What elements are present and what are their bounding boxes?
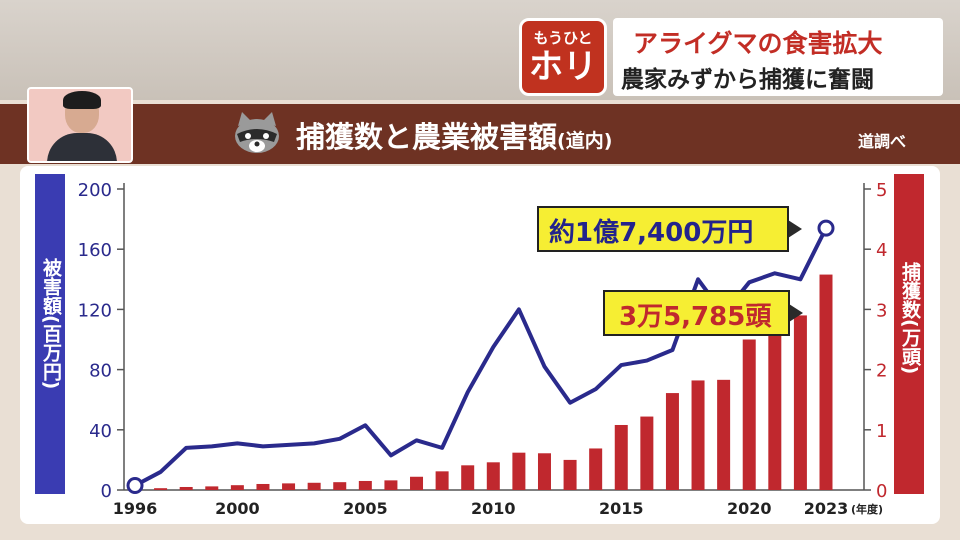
right-axis-label: 捕獲数(万頭)	[899, 262, 921, 375]
capture-bar	[768, 330, 782, 490]
capture-bar	[793, 315, 807, 490]
capture-bar	[819, 274, 833, 490]
x-tick-label: 1996	[113, 499, 158, 518]
x-tick-label: 2023	[804, 499, 849, 518]
damage-start-point	[126, 476, 144, 494]
right-axis-bar	[894, 174, 924, 494]
capture-bar	[307, 482, 321, 490]
capture-bar	[691, 380, 705, 490]
right-tick-label: 1	[876, 421, 887, 442]
x-tick-label: 2020	[727, 499, 772, 518]
headline-line2: 農家みずから捕獲に奮闘	[621, 67, 874, 93]
chart-title: 捕獲数と農業被害額(道内)	[296, 114, 612, 156]
left-tick-label: 80	[89, 361, 112, 382]
program-logo: もうひと ホリ	[519, 18, 607, 96]
left-tick-label: 120	[78, 300, 112, 321]
x-tick-label: 2015	[599, 499, 644, 518]
callout-captures-arrow	[789, 304, 803, 322]
presenter-inset	[27, 87, 133, 163]
capture-bar	[358, 480, 372, 490]
callout-damage-arrow	[788, 220, 802, 238]
source-label: 道調べ	[858, 132, 907, 151]
left-axis-bar	[35, 174, 65, 494]
capture-bar	[230, 485, 244, 490]
capture-bar	[614, 424, 628, 490]
headline-box: アライグマの食害拡大 農家みずから捕獲に奮闘	[613, 18, 943, 96]
chart-title-sub: (道内)	[557, 130, 613, 152]
capture-bar	[461, 465, 475, 490]
capture-bar	[333, 482, 347, 490]
right-tick-label: 3	[876, 300, 887, 321]
left-tick-label: 200	[78, 180, 112, 201]
capture-bar	[665, 393, 679, 490]
left-tick-label: 40	[89, 421, 112, 442]
capture-bar	[205, 486, 219, 490]
capture-bar	[589, 448, 603, 490]
right-tick-label: 5	[876, 180, 887, 201]
capture-bar	[537, 453, 551, 490]
right-tick-label: 4	[876, 240, 887, 261]
left-tick-label: 160	[78, 240, 112, 261]
capture-bar	[486, 462, 500, 490]
right-tick-label: 0	[876, 481, 887, 502]
callout-captures-text: 3万5,785頭	[619, 302, 772, 332]
capture-bar	[410, 476, 424, 490]
right-tick-label: 2	[876, 361, 887, 382]
capture-bar	[384, 480, 398, 490]
capture-bar	[742, 339, 756, 490]
left-axis-label: 被害額(百万円)	[40, 258, 62, 390]
logo-line1: もうひと	[533, 29, 593, 47]
title-bar	[0, 104, 960, 164]
headline-line1: アライグマの食害拡大	[633, 29, 883, 58]
chart-title-main: 捕獲数と農業被害額	[296, 120, 558, 154]
x-tick-label: 2010	[471, 499, 516, 518]
capture-bar	[435, 471, 449, 490]
capture-bar	[256, 483, 270, 490]
capture-bar	[640, 416, 654, 490]
logo-line2: ホリ	[529, 47, 597, 87]
capture-bar	[563, 459, 577, 490]
x-unit-label: (年度)	[851, 502, 883, 516]
callout-damage: 約1億7,400万円	[537, 206, 789, 252]
damage-end-point	[817, 219, 835, 237]
capture-bar	[154, 488, 168, 490]
callout-captures: 3万5,785頭	[603, 290, 790, 336]
capture-bar	[512, 452, 526, 490]
capture-bar	[717, 379, 731, 490]
capture-bar	[179, 486, 193, 490]
x-tick-label: 2000	[215, 499, 260, 518]
capture-bar	[282, 483, 296, 490]
left-tick-label: 0	[101, 481, 112, 502]
callout-damage-text: 約1億7,400万円	[549, 218, 754, 248]
x-tick-label: 2005	[343, 499, 388, 518]
raccoon-icon	[235, 112, 279, 153]
